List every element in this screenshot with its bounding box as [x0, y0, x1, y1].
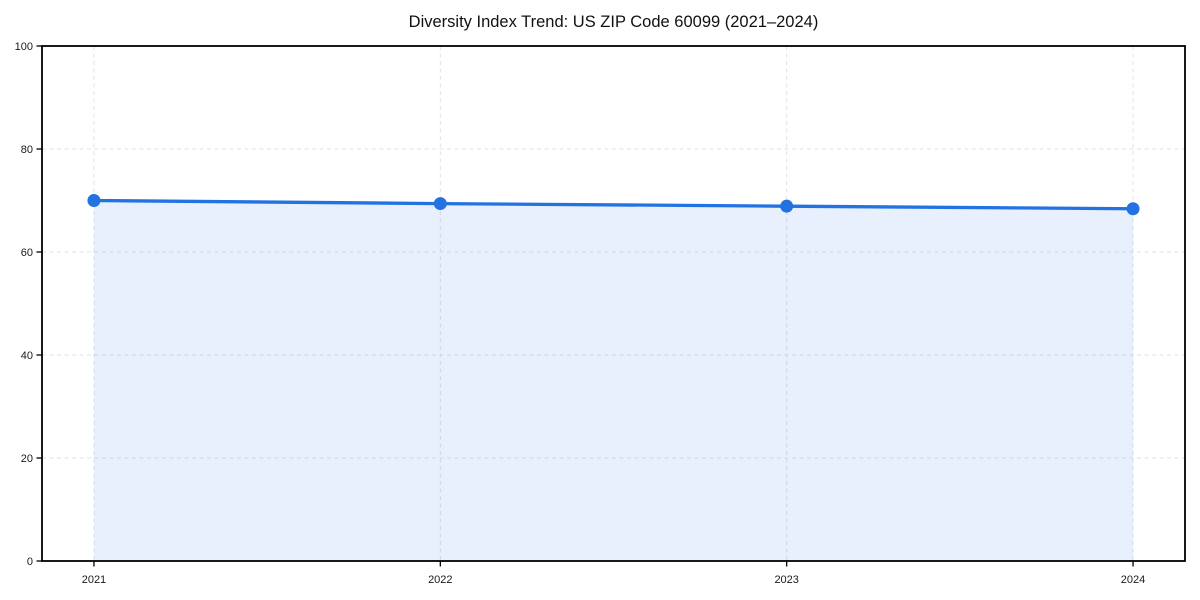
y-tick-label: 40 — [21, 350, 33, 362]
plot-border — [41, 45, 1186, 562]
series-area-fill — [93, 200, 1134, 561]
x-tick-label: 2024 — [1121, 574, 1145, 586]
data-point-marker — [433, 197, 447, 211]
axis-layer: 0 20 40 60 80 100 2021 2022 2023 2024 — [15, 41, 1186, 586]
data-point-marker — [1126, 202, 1140, 216]
y-tick-label: 60 — [21, 247, 33, 259]
y-tick-label: 0 — [27, 556, 33, 568]
y-tick-label: 100 — [15, 41, 33, 53]
data-point-marker — [87, 194, 101, 207]
data-layer — [87, 194, 1140, 561]
x-tick-label: 2021 — [82, 574, 106, 586]
x-tick-label: 2022 — [428, 574, 452, 586]
series-line — [92, 198, 1135, 211]
x-tick-label: 2023 — [774, 574, 798, 586]
y-tick-label: 80 — [21, 144, 33, 156]
data-point-marker — [780, 199, 794, 213]
chart-title: Diversity Index Trend: US ZIP Code 60099… — [409, 13, 819, 31]
y-tick-label: 20 — [21, 453, 33, 465]
